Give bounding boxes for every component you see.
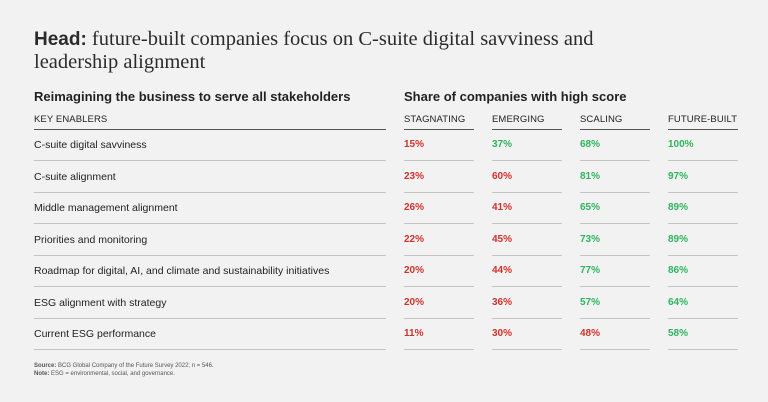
value-scaling: 81% xyxy=(580,170,601,182)
row-divider xyxy=(668,160,738,161)
note-label: Note: xyxy=(34,371,50,377)
value-stagnating: 11% xyxy=(404,328,424,339)
chart-title: Head: future-built companies focus on C-… xyxy=(34,28,674,74)
row-divider xyxy=(668,349,738,350)
row-divider xyxy=(492,191,562,193)
row-divider xyxy=(404,317,474,319)
row-divider xyxy=(492,160,562,161)
row-divider xyxy=(34,223,386,224)
source-text: BCG Global Company of the Future Survey … xyxy=(58,363,214,369)
column-header-scaling: SCALING xyxy=(580,114,623,125)
table-row: Roadmap for digital, AI, and climate and… xyxy=(34,256,738,287)
value-stagnating: 15% xyxy=(404,139,425,150)
row-divider xyxy=(492,317,562,319)
row-divider xyxy=(404,254,474,256)
value-emerging: 36% xyxy=(492,296,513,308)
value-scaling: 73% xyxy=(580,233,601,245)
row-divider xyxy=(668,286,738,287)
column-header-rule xyxy=(580,129,650,130)
value-future-built: 64% xyxy=(668,296,689,308)
column-header-stagnating: STAGNATING xyxy=(404,114,466,125)
table-row: Priorities and monitoring 22% 45% 73% 89% xyxy=(34,225,738,256)
enabler-label: C-suite digital savviness xyxy=(34,139,147,151)
row-divider xyxy=(34,191,386,193)
value-stagnating: 20% xyxy=(404,265,425,276)
table-row: ESG alignment with strategy 20% 36% 57% 64% xyxy=(34,288,738,319)
row-divider xyxy=(580,191,650,193)
row-divider xyxy=(580,160,650,161)
row-divider xyxy=(34,317,386,319)
row-divider xyxy=(580,317,650,319)
row-divider xyxy=(580,349,650,350)
right-section-heading: Share of companies with high score xyxy=(404,89,627,104)
table-row: Middle management alignment 26% 41% 65% 89% xyxy=(34,193,738,224)
value-future-built: 89% xyxy=(668,202,689,213)
value-stagnating: 23% xyxy=(404,170,425,182)
footnote: Source: BCG Global Company of the Future… xyxy=(34,362,214,378)
row-divider xyxy=(580,254,650,256)
value-scaling: 77% xyxy=(580,265,601,276)
row-divider xyxy=(34,160,386,161)
title-prefix: Head: xyxy=(34,29,87,50)
enabler-label: Current ESG performance xyxy=(34,328,156,340)
value-scaling: 48% xyxy=(580,328,601,339)
value-future-built: 86% xyxy=(668,265,689,276)
source-label: Source: xyxy=(34,363,57,369)
value-future-built: 97% xyxy=(668,170,689,182)
value-future-built: 58% xyxy=(668,328,689,339)
enabler-label: ESG alignment with strategy xyxy=(34,296,167,309)
value-stagnating: 20% xyxy=(404,296,425,308)
enabler-label: C-suite alignment xyxy=(34,170,116,183)
row-divider xyxy=(404,349,474,350)
value-emerging: 60% xyxy=(492,170,513,182)
row-divider xyxy=(404,191,474,193)
column-header-rule xyxy=(668,129,738,130)
row-divider xyxy=(404,223,474,224)
row-divider xyxy=(668,223,738,224)
row-divider xyxy=(404,160,474,161)
value-emerging: 41% xyxy=(492,202,513,213)
value-emerging: 45% xyxy=(492,233,513,245)
left-section-heading: Reimagining the business to serve all st… xyxy=(34,89,351,104)
value-scaling: 57% xyxy=(580,296,601,308)
value-future-built: 89% xyxy=(668,233,689,245)
row-divider xyxy=(668,254,738,256)
column-header-rule xyxy=(404,129,474,130)
row-divider xyxy=(34,286,386,287)
value-emerging: 44% xyxy=(492,265,513,276)
value-scaling: 65% xyxy=(580,202,601,213)
header-rule xyxy=(34,129,386,130)
value-stagnating: 26% xyxy=(404,202,425,213)
key-enablers-header: KEY ENABLERS xyxy=(34,114,108,125)
value-emerging: 30% xyxy=(492,328,513,339)
row-divider xyxy=(34,349,386,350)
row-divider xyxy=(580,286,650,287)
value-future-built: 100% xyxy=(668,139,694,150)
row-divider xyxy=(668,317,738,319)
row-divider xyxy=(492,349,562,350)
value-scaling: 68% xyxy=(580,139,601,150)
enabler-label: Roadmap for digital, AI, and climate and… xyxy=(34,265,330,277)
table-row: C-suite alignment 23% 60% 81% 97% xyxy=(34,162,738,193)
row-divider xyxy=(580,223,650,224)
enabler-label: Priorities and monitoring xyxy=(34,233,148,246)
column-header-future-built: FUTURE-BUILT xyxy=(668,114,738,125)
column-header-emerging: EMERGING xyxy=(492,114,545,125)
column-header-rule xyxy=(492,129,562,130)
row-divider xyxy=(34,254,386,256)
row-divider xyxy=(492,223,562,224)
title-text: future-built companies focus on C-suite … xyxy=(34,28,594,73)
row-divider xyxy=(668,191,738,193)
note-text: ESG = environmental, social, and governa… xyxy=(51,371,175,377)
row-divider xyxy=(492,286,562,287)
row-divider xyxy=(492,254,562,256)
table-row: Current ESG performance 11% 30% 48% 58% xyxy=(34,319,738,350)
value-emerging: 37% xyxy=(492,139,513,150)
row-divider xyxy=(404,286,474,287)
enabler-label: Middle management alignment xyxy=(34,202,178,214)
table-row: C-suite digital savviness 15% 37% 68% 100% xyxy=(34,130,738,161)
value-stagnating: 22% xyxy=(404,233,425,245)
